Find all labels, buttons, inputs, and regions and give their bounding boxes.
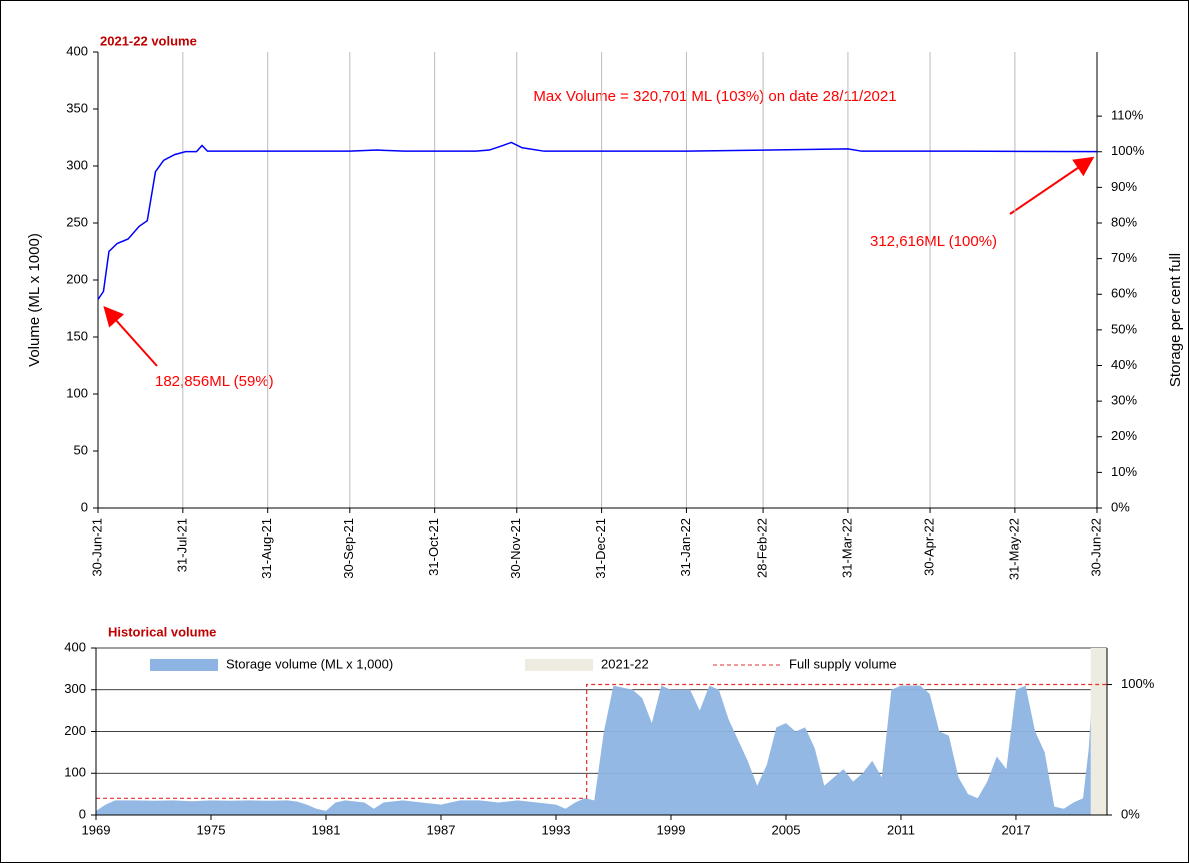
- legend-swatch: [525, 659, 593, 671]
- y2-tick-label: 30%: [1111, 393, 1137, 408]
- highlight-band: [1090, 648, 1107, 815]
- x-tick-label: 31-Jul-21: [174, 518, 189, 572]
- x-tick-label: 31-Jan-22: [678, 518, 693, 577]
- y-tick-label: 100: [64, 765, 86, 780]
- x-tick-label: 2005: [772, 822, 801, 837]
- x-tick-label: 30-Apr-22: [921, 518, 936, 576]
- y2-tick-label: 0%: [1111, 499, 1130, 514]
- x-tick-label: 30-Nov-21: [508, 518, 523, 579]
- y-tick-label: 100: [66, 385, 88, 400]
- y-tick-label: 150: [66, 328, 88, 343]
- x-tick-label: 1975: [197, 822, 226, 837]
- x-tick-label: 2017: [1002, 822, 1031, 837]
- y-tick-label: 0: [79, 806, 86, 821]
- area: [96, 684, 1107, 815]
- y2-tick-label: 90%: [1111, 179, 1137, 194]
- y2-tick-label: 100%: [1111, 143, 1145, 158]
- y2-tick-label: 10%: [1111, 464, 1137, 479]
- y2-tick-label: 60%: [1111, 286, 1137, 301]
- y-tick-label: 250: [66, 214, 88, 229]
- x-tick-label: 31-Dec-21: [593, 518, 608, 579]
- y2-tick-label: 40%: [1111, 357, 1137, 372]
- arrow: [1009, 156, 1095, 215]
- x-tick-label: 31-Oct-21: [426, 518, 441, 576]
- x-tick-label: 2011: [887, 822, 915, 837]
- y2-tick-label: 50%: [1111, 321, 1137, 336]
- x-tick-label: 1981: [312, 822, 341, 837]
- x-tick-label: 1969: [82, 822, 111, 837]
- y-tick-label: 300: [66, 157, 88, 172]
- x-tick-label: 31-Aug-21: [259, 518, 274, 579]
- annotation: Max Volume = 320,701 ML (103%) on date 2…: [533, 88, 896, 105]
- y2-tick-label: 80%: [1111, 214, 1137, 229]
- x-tick-label: 1999: [657, 822, 686, 837]
- panel-title: 2021-22 volume: [100, 33, 197, 48]
- line: [96, 683, 1107, 799]
- y-tick-label: 50: [74, 442, 88, 457]
- y2-axis-label: Storage per cent full: [1167, 253, 1184, 387]
- y-axis-label: Volume (ML x 1000): [26, 233, 43, 367]
- legend-swatch: [150, 659, 218, 671]
- arrow: [103, 306, 158, 367]
- y-tick-label: 350: [66, 100, 88, 115]
- x-tick-label: 31-May-22: [1006, 518, 1021, 580]
- legend-label: Storage volume (ML x 1,000): [226, 656, 393, 671]
- y2-tick-label: 20%: [1111, 428, 1137, 443]
- y2-tick-label: 70%: [1111, 250, 1137, 265]
- y2-tick-label: 0%: [1121, 806, 1140, 821]
- legend-label: Full supply volume: [789, 656, 897, 671]
- y-tick-label: 300: [64, 681, 86, 696]
- x-tick-label: 30-Jun-22: [1088, 518, 1103, 577]
- x-tick-label: 28-Feb-22: [755, 518, 770, 578]
- x-tick-label: 1993: [542, 822, 571, 837]
- y-tick-label: 200: [66, 271, 88, 286]
- x-tick-label: 30-Sep-21: [341, 518, 356, 579]
- y2-tick-label: 110%: [1111, 108, 1144, 123]
- line: [97, 141, 1098, 300]
- panel-title: Historical volume: [108, 624, 216, 639]
- y-tick-label: 400: [64, 639, 86, 654]
- y-tick-label: 0: [81, 499, 88, 514]
- y2-tick-label: 100%: [1121, 676, 1155, 691]
- legend-label: 2021-22: [601, 656, 649, 671]
- x-tick-label: 1987: [427, 822, 456, 837]
- y-tick-label: 200: [64, 723, 86, 738]
- x-tick-label: 30-Jun-21: [89, 518, 104, 577]
- x-tick-label: 31-Mar-22: [839, 518, 854, 578]
- annotation: 312,616ML (100%): [870, 233, 997, 250]
- annotation: 182,856ML (59%): [155, 373, 274, 390]
- y-tick-label: 400: [66, 43, 88, 58]
